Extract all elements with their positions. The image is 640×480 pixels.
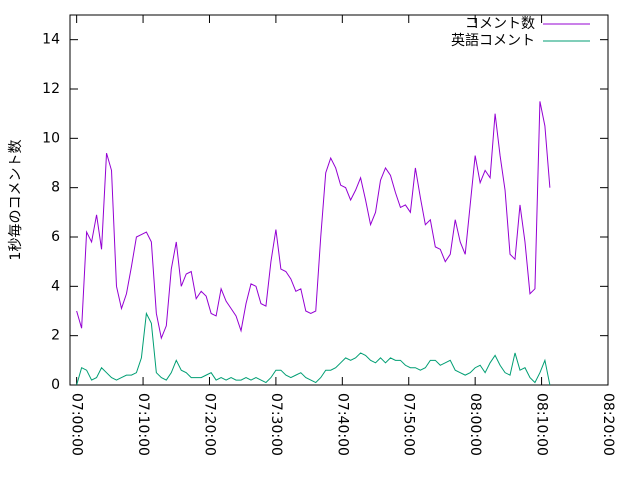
y-tick-label: 0 [51,377,60,393]
series-line [76,101,551,340]
y-tick-label: 14 [42,32,60,48]
x-tick-label: 08:10:00 [534,393,550,456]
y-tick-label: 2 [51,328,60,344]
series-line [76,311,551,386]
y-axis-label: 1秒毎のコメント数 [8,140,24,261]
x-tick-label: 07:50:00 [401,393,417,456]
x-tick-label: 07:40:00 [334,393,350,456]
legend-label: 英語コメント [451,32,535,49]
x-tick-label: 07:10:00 [135,393,151,456]
y-tick-label: 12 [42,81,60,97]
x-tick-label: 08:20:00 [600,393,616,456]
y-tick-label: 4 [51,278,60,294]
x-tick-label: 07:00:00 [69,393,85,456]
x-tick-label: 08:00:00 [467,393,483,456]
plot-frame [69,14,609,386]
x-tick-label: 07:20:00 [201,393,217,456]
y-tick-label: 6 [51,229,60,245]
y-tick-label: 10 [42,130,60,146]
y-tick-label: 8 [51,180,60,196]
legend-label: コメント数 [465,16,535,32]
x-tick-label: 07:30:00 [268,393,284,456]
